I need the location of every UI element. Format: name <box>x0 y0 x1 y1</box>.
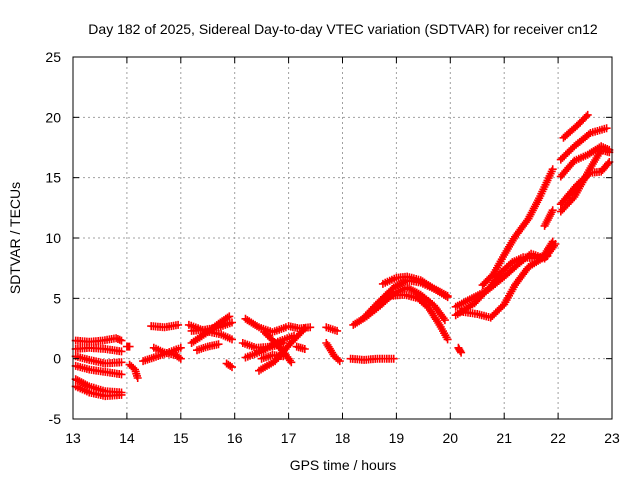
x-axis-label: GPS time / hours <box>290 457 397 473</box>
x-tick-label: 20 <box>443 430 459 446</box>
data-marker-trace <box>292 342 309 353</box>
data-marker-trace <box>284 322 315 333</box>
data-marker-trace <box>71 343 126 356</box>
data-series-trace-36 <box>478 165 557 290</box>
data-series-trace-35 <box>457 237 557 322</box>
data-series-trace-39 <box>559 110 592 142</box>
data-series-trace-14 <box>184 320 236 344</box>
data-series-trace-29 <box>378 272 452 300</box>
x-tick-label: 17 <box>281 430 297 446</box>
data-series-trace-32 <box>454 343 466 357</box>
data-marker-trace <box>559 110 592 142</box>
data-marker-trace <box>260 328 296 367</box>
x-tick-label: 16 <box>227 430 243 446</box>
x-tick-label: 14 <box>119 430 135 446</box>
data-marker-trace <box>125 360 142 382</box>
data-marker-trace <box>149 343 185 363</box>
data-series-trace-2 <box>71 343 126 356</box>
data-series-trace-31 <box>346 354 398 364</box>
x-tick-label: 19 <box>389 430 405 446</box>
data-marker-trace <box>478 165 557 290</box>
x-tick-label: 13 <box>65 430 81 446</box>
data-marker-trace <box>540 206 557 230</box>
data-marker-trace <box>322 323 342 335</box>
data-marker-trace <box>222 359 236 372</box>
data-marker-trace <box>257 351 288 363</box>
data-series-trace-4 <box>71 361 126 379</box>
data-marker-trace <box>71 334 126 346</box>
y-tick-label: 15 <box>45 170 61 186</box>
y-tick-label: 25 <box>45 49 61 65</box>
x-tick-label: 18 <box>335 430 351 446</box>
data-marker-trace <box>71 382 126 401</box>
data-series-trace-10 <box>149 343 185 363</box>
axis-ticks: 13 14 15 16 17 18 19 20 21 22 23 -5 0 5 10 15 20 25 <box>45 49 620 446</box>
data-marker-trace <box>71 352 126 368</box>
data-marker-trace <box>241 314 290 337</box>
data-series-trace-17 <box>241 314 290 337</box>
data-series-trace-3 <box>71 352 126 368</box>
x-tick-label: 21 <box>496 430 512 446</box>
data-series-trace-26 <box>322 339 344 366</box>
chart-title: Day 182 of 2025, Sidereal Day-to-day VTE… <box>88 21 598 37</box>
y-tick-label: -5 <box>49 411 62 427</box>
data-series-trace-30 <box>387 290 452 344</box>
data-series-trace-37 <box>540 206 557 230</box>
data-series-trace-22 <box>257 351 288 363</box>
data-marker-trace <box>122 342 134 351</box>
x-tick-label: 15 <box>173 430 189 446</box>
data-series-trace-21 <box>260 328 296 367</box>
data-marker-trace <box>387 290 452 344</box>
data-series-trace-11 <box>147 320 183 332</box>
data-series-trace-42 <box>556 145 614 216</box>
data-markers <box>71 110 614 401</box>
data-marker-trace <box>184 320 236 344</box>
y-axis-label: SDTVAR / TECUs <box>7 182 23 294</box>
data-series-trace-1 <box>71 334 126 346</box>
x-tick-label: 22 <box>550 430 566 446</box>
data-marker-trace <box>346 354 398 364</box>
data-marker-trace <box>457 237 557 322</box>
data-marker-trace <box>193 340 223 355</box>
data-series-trace-15 <box>193 340 223 355</box>
data-marker-trace <box>71 361 126 379</box>
y-tick-label: 10 <box>45 230 61 246</box>
data-series-trace-7 <box>122 342 134 351</box>
y-tick-label: 5 <box>53 290 61 306</box>
data-series-trace-24 <box>292 342 309 353</box>
data-series-trace-8 <box>125 360 142 382</box>
data-series-trace-6 <box>71 382 126 401</box>
y-tick-label: 20 <box>45 109 61 125</box>
data-marker-trace <box>378 272 452 300</box>
data-marker-trace <box>556 145 614 216</box>
data-series-trace-25 <box>322 323 342 335</box>
data-marker-trace <box>147 320 183 332</box>
data-marker-trace <box>322 339 344 366</box>
data-series-trace-38 <box>556 124 611 164</box>
y-tick-label: 0 <box>53 351 61 367</box>
data-series-trace-23 <box>284 322 315 333</box>
data-marker-trace <box>454 343 466 357</box>
grid <box>73 57 612 419</box>
x-tick-label: 23 <box>604 430 620 446</box>
data-series-trace-16 <box>222 359 236 372</box>
data-marker-trace <box>556 124 611 164</box>
